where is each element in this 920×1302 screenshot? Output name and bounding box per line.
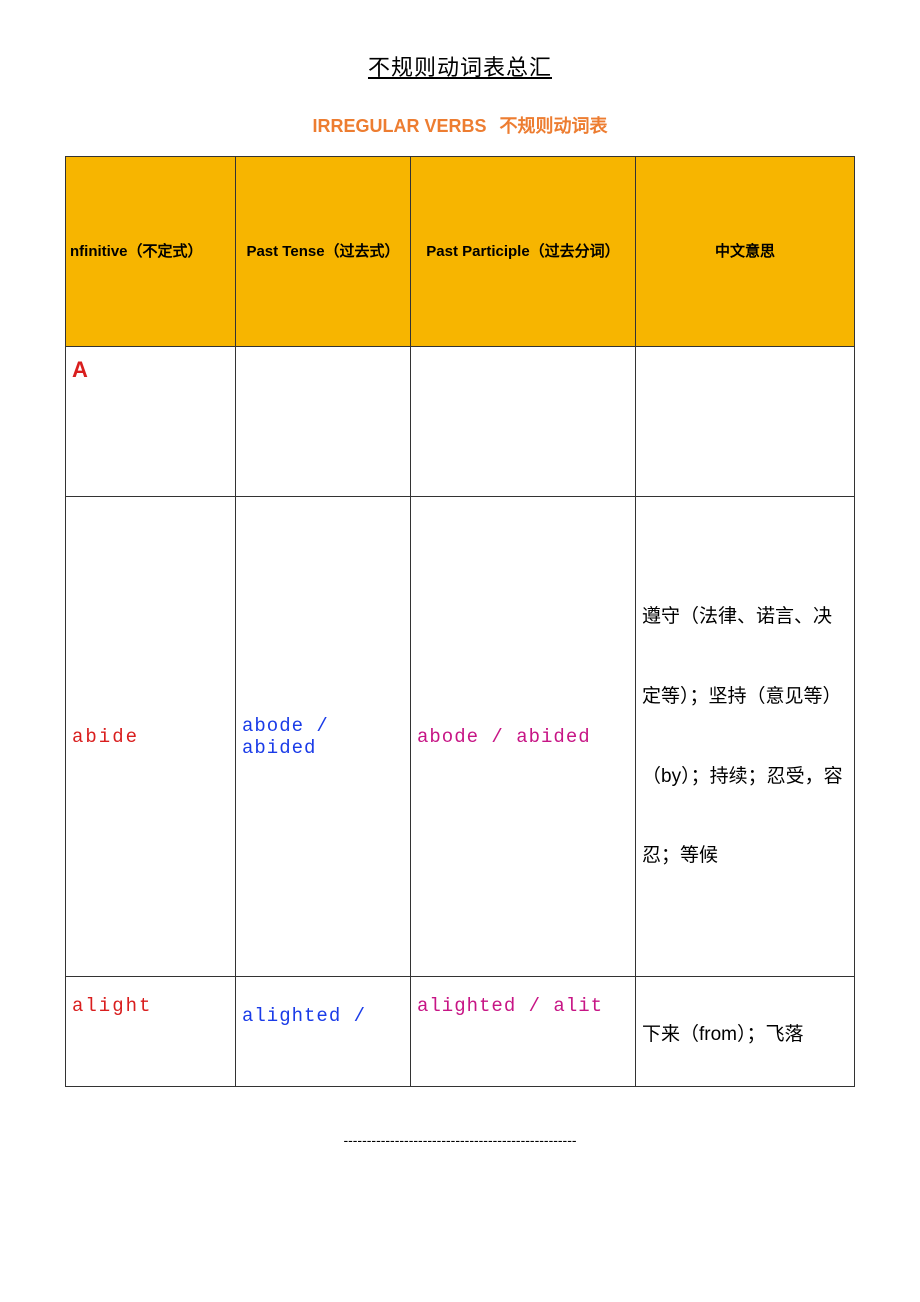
col-meaning-header: 中文意思: [636, 157, 855, 347]
past-tense-cell: alighted /: [236, 977, 411, 1087]
section-row: A: [66, 347, 855, 497]
empty-cell: [236, 347, 411, 497]
table-row: alight alighted / alighted / alit 下来（fro…: [66, 977, 855, 1087]
meaning-cell: 下来（from）；飞落: [636, 977, 855, 1087]
past-tense-text: abode / abided: [242, 715, 329, 759]
section-letter: A: [72, 357, 88, 382]
infinitive-cell: abide: [66, 497, 236, 977]
table-header-row: nfinitive（不定式） Past Tense（过去式） Past Part…: [66, 157, 855, 347]
meaning-text: 下来（from）；飞落: [642, 1024, 804, 1045]
past-tense-text: alighted /: [242, 995, 404, 1027]
table-title-en: IRREGULAR VERBS: [312, 116, 486, 136]
col-past-participle-header: Past Participle（过去分词）: [411, 157, 636, 347]
infinitive-text: abide: [72, 726, 139, 748]
footer-dashes: ----------------------------------------…: [65, 1132, 855, 1148]
past-participle-text: abode / abided: [417, 726, 591, 748]
table-title-cn: 不规则动词表: [500, 116, 608, 136]
col-past-tense-header: Past Tense（过去式）: [236, 157, 411, 347]
past-participle-cell: alighted / alit: [411, 977, 636, 1087]
meaning-text: 遵守（法律、诺言、决定等）；坚持（意见等）（by）；持续；忍受，容忍；等候: [642, 606, 843, 866]
irregular-verbs-table: nfinitive（不定式） Past Tense（过去式） Past Part…: [65, 156, 855, 1087]
past-participle-text: alighted / alit: [417, 995, 603, 1017]
past-participle-cell: abode / abided: [411, 497, 636, 977]
page-header: 不规则动词表总汇: [65, 50, 855, 82]
meaning-cell: 遵守（法律、诺言、决定等）；坚持（意见等）（by）；持续；忍受，容忍；等候: [636, 497, 855, 977]
infinitive-text: alight: [72, 995, 152, 1017]
table-title: IRREGULAR VERBS 不规则动词表: [65, 112, 855, 138]
col-infinitive-header: nfinitive（不定式）: [66, 157, 236, 347]
infinitive-cell: alight: [66, 977, 236, 1087]
table-row: abide abode / abided abode / abided 遵守（法…: [66, 497, 855, 977]
past-tense-cell: abode / abided: [236, 497, 411, 977]
section-letter-cell: A: [66, 347, 236, 497]
empty-cell: [411, 347, 636, 497]
empty-cell: [636, 347, 855, 497]
